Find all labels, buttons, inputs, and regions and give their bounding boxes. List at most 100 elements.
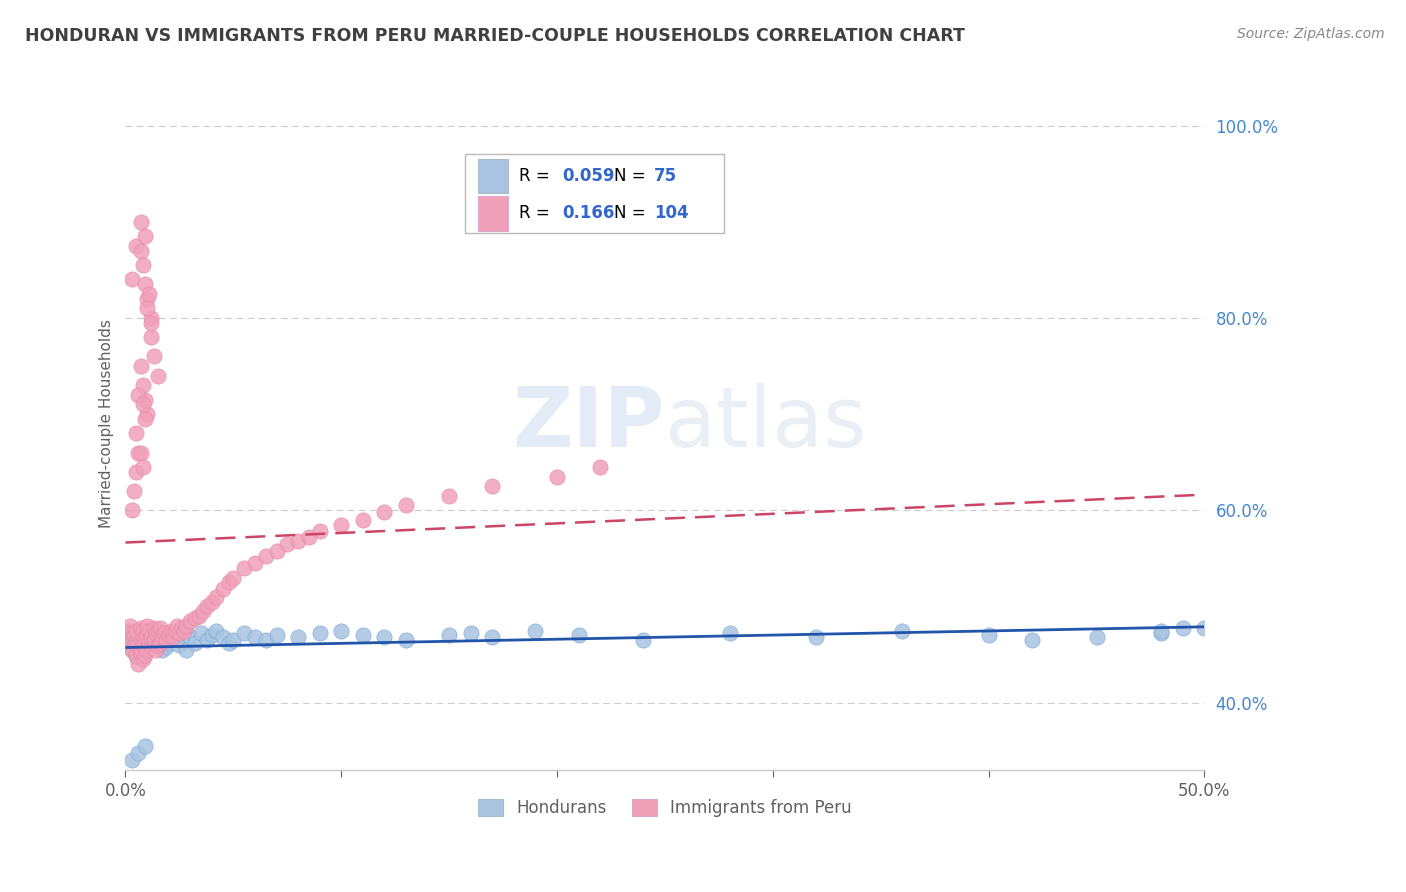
Point xyxy=(121,753,143,767)
Point xyxy=(134,635,156,649)
Point xyxy=(122,638,145,652)
Point xyxy=(157,636,180,650)
Point xyxy=(589,460,612,475)
Point xyxy=(633,633,655,648)
Point xyxy=(157,628,180,642)
Point xyxy=(233,561,256,575)
Point xyxy=(142,350,165,364)
Point xyxy=(136,628,159,642)
Point xyxy=(308,626,330,640)
Point xyxy=(141,636,163,650)
Point xyxy=(460,626,482,640)
Point xyxy=(159,633,181,648)
Point xyxy=(179,614,201,628)
Point xyxy=(129,244,152,258)
Point xyxy=(222,571,245,585)
Point xyxy=(138,636,160,650)
Point xyxy=(165,624,187,638)
Point xyxy=(145,626,167,640)
Point xyxy=(129,636,152,650)
Point xyxy=(150,642,173,657)
Point xyxy=(524,624,547,638)
Point xyxy=(118,636,141,650)
Point xyxy=(437,628,460,642)
Point xyxy=(233,626,256,640)
Point xyxy=(129,633,152,648)
Point xyxy=(122,626,145,640)
Point xyxy=(298,530,321,544)
Point xyxy=(276,537,298,551)
Point xyxy=(125,239,148,253)
Point xyxy=(136,407,159,421)
Point xyxy=(395,499,418,513)
Point xyxy=(125,624,148,638)
Point xyxy=(1085,630,1108,644)
Point xyxy=(330,624,353,638)
Point xyxy=(134,412,156,426)
Point xyxy=(121,642,143,657)
Point xyxy=(169,638,191,652)
Point xyxy=(155,640,177,654)
Point xyxy=(141,640,163,654)
Point xyxy=(125,649,148,664)
Point xyxy=(165,626,187,640)
Point xyxy=(266,543,288,558)
Point xyxy=(136,642,159,657)
Text: Source: ZipAtlas.com: Source: ZipAtlas.com xyxy=(1237,27,1385,41)
Point xyxy=(162,630,184,644)
Text: R =: R = xyxy=(519,204,555,222)
Point xyxy=(125,649,148,664)
Point xyxy=(127,388,149,402)
Point xyxy=(287,534,309,549)
Point xyxy=(117,630,139,644)
Point xyxy=(134,739,156,753)
Text: HONDURAN VS IMMIGRANTS FROM PERU MARRIED-COUPLE HOUSEHOLDS CORRELATION CHART: HONDURAN VS IMMIGRANTS FROM PERU MARRIED… xyxy=(25,27,965,45)
Point xyxy=(136,638,159,652)
Point xyxy=(243,630,266,644)
Point xyxy=(122,484,145,499)
Point xyxy=(308,524,330,539)
Point xyxy=(134,229,156,244)
Point xyxy=(437,489,460,503)
Point xyxy=(211,630,233,644)
Point xyxy=(127,445,149,459)
Text: 0.059: 0.059 xyxy=(562,167,614,185)
Point xyxy=(395,633,418,648)
Point xyxy=(138,624,160,638)
Point xyxy=(169,626,191,640)
Point xyxy=(146,626,169,640)
Point xyxy=(138,624,160,638)
Point xyxy=(129,621,152,635)
Point xyxy=(118,618,141,632)
Bar xyxy=(478,159,509,194)
Point xyxy=(141,310,163,325)
Point xyxy=(129,645,152,659)
Point xyxy=(197,599,219,614)
Point xyxy=(173,624,195,638)
Point xyxy=(142,633,165,648)
Point xyxy=(153,630,176,644)
Point xyxy=(1171,621,1194,635)
Point xyxy=(153,626,176,640)
Point xyxy=(718,626,741,640)
Point xyxy=(546,469,568,483)
Point xyxy=(129,646,152,660)
Point xyxy=(218,636,240,650)
FancyBboxPatch shape xyxy=(465,153,724,234)
Point xyxy=(125,646,148,660)
Point xyxy=(132,649,155,664)
Point xyxy=(205,590,228,604)
Point xyxy=(132,624,155,638)
Point xyxy=(266,628,288,642)
Point xyxy=(141,330,163,344)
Point xyxy=(129,359,152,373)
Point xyxy=(170,621,193,635)
Point xyxy=(142,632,165,647)
Text: N =: N = xyxy=(614,167,651,185)
Point xyxy=(129,215,152,229)
Point xyxy=(243,556,266,570)
Text: 75: 75 xyxy=(654,167,678,185)
Point xyxy=(166,618,188,632)
Bar xyxy=(478,196,509,231)
Point xyxy=(174,618,197,632)
